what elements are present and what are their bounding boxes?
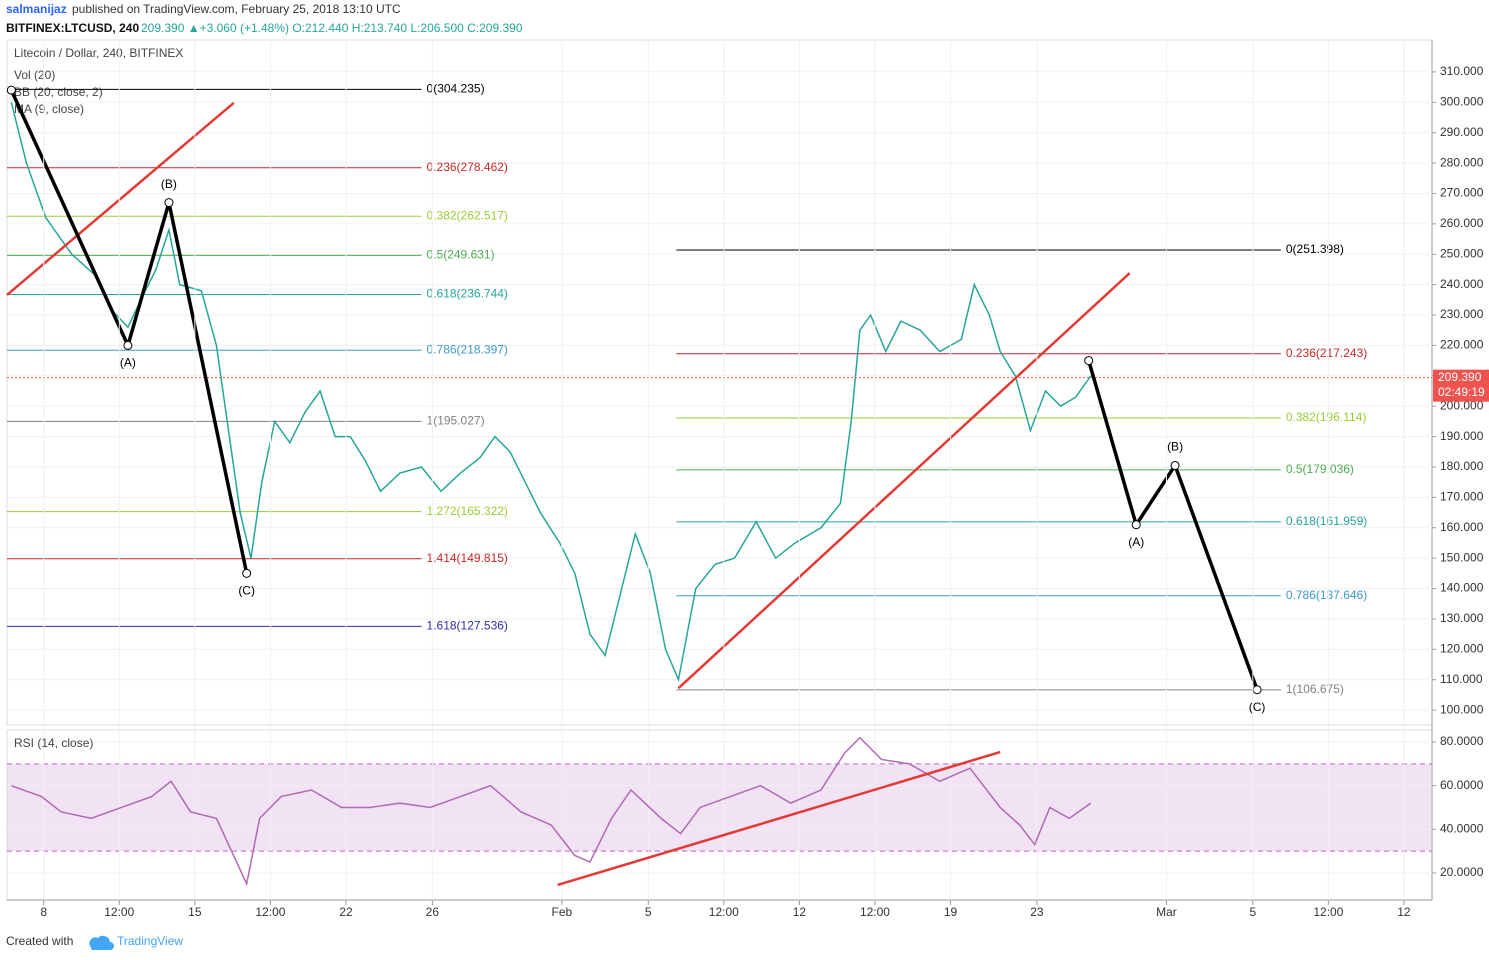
y-tick-label: 300.000 — [1440, 94, 1484, 108]
wave-point — [123, 340, 133, 350]
wave-point — [1084, 356, 1094, 366]
footer-logo — [89, 935, 114, 950]
y-tick-label: 160.000 — [1440, 520, 1484, 534]
quote: 209.390 ▲+3.060 (+1.48%) O:212.440 H:213… — [141, 21, 523, 35]
fib-label: 1.414(149.815) — [427, 551, 508, 565]
y-tick-label: 20.0000 — [1440, 865, 1484, 879]
fib-label: 0.236(278.462) — [427, 160, 508, 174]
wave-point — [242, 568, 252, 578]
x-tick-label: Feb — [552, 905, 573, 919]
indicator-label: Vol (20) — [14, 68, 55, 82]
y-tick-label: 200.000 — [1440, 398, 1484, 412]
x-tick-label: 12:00 — [104, 905, 134, 919]
x-tick-label: 5 — [1249, 905, 1256, 919]
pane-title: RSI (14, close) — [14, 736, 93, 750]
y-tick-label: 240.000 — [1440, 277, 1484, 291]
fib-label: 1(195.027) — [427, 413, 485, 427]
fib-label: 1.272(165.322) — [427, 504, 508, 518]
x-tick-label: 26 — [426, 905, 440, 919]
wave-point — [164, 198, 174, 208]
y-tick-label: 290.000 — [1440, 125, 1484, 139]
y-tick-label: 180.000 — [1440, 459, 1484, 473]
x-tick-label: 22 — [339, 905, 353, 919]
y-tick-label: 110.000 — [1440, 672, 1483, 686]
y-tick-label: 260.000 — [1440, 216, 1484, 230]
x-tick-label: 19 — [944, 905, 958, 919]
trend-line — [677, 272, 1131, 690]
y-tick-label: 60.0000 — [1440, 778, 1484, 792]
indicator-label: BB (20, close, 2) — [14, 85, 103, 99]
wave-path — [9, 89, 249, 574]
fib-label: 0.618(236.744) — [427, 287, 508, 301]
y-tick-label: 280.000 — [1440, 155, 1484, 169]
y-tick-label: 270.000 — [1440, 186, 1484, 200]
fib-label: 0.618(161.959) — [1286, 514, 1367, 528]
wave-point — [1252, 685, 1262, 695]
wave-path — [1087, 360, 1259, 691]
fib-label: 0(304.235) — [427, 82, 485, 96]
series-line — [10, 102, 1092, 683]
x-tick-label: Mar — [1156, 905, 1177, 919]
footer-brand[interactable]: TradingView — [117, 934, 183, 948]
wave-label: (A) — [1128, 535, 1144, 549]
y-tick-label: 80.0000 — [1440, 734, 1484, 748]
fib-label: 0.382(262.517) — [427, 208, 508, 222]
wave-label: (B) — [1167, 440, 1183, 454]
y-tick-label: 250.000 — [1440, 246, 1484, 260]
publisher[interactable]: salmanijaz — [6, 2, 67, 16]
wave-point — [6, 85, 16, 95]
fib-label: 0.236(217.243) — [1286, 346, 1367, 360]
x-tick-label: 5 — [645, 905, 652, 919]
wave-label: (C) — [1249, 700, 1266, 714]
countdown: 02:49:19 — [1438, 385, 1485, 399]
pane-title: Litecoin / Dollar, 240, BITFINEX — [14, 46, 183, 60]
x-tick-label: 23 — [1030, 905, 1044, 919]
y-tick-label: 310.000 — [1440, 64, 1484, 78]
fib-label: 0.5(249.631) — [427, 248, 495, 262]
trend-line — [557, 750, 1001, 887]
x-tick-label: 12:00 — [1313, 905, 1343, 919]
fib-label: 1(106.675) — [1286, 682, 1344, 696]
wave-point — [1170, 460, 1180, 470]
x-tick-label: 8 — [40, 905, 47, 919]
last-price-tag — [1433, 369, 1489, 402]
rsi-band — [7, 763, 1432, 852]
y-tick-label: 230.000 — [1440, 307, 1484, 321]
y-tick-label: 100.000 — [1440, 702, 1484, 716]
wave-label: (B) — [161, 177, 177, 191]
wave-label: (C) — [238, 584, 255, 598]
fib-label: 1.618(127.536) — [427, 619, 508, 633]
trend-line — [6, 101, 235, 296]
wave-point — [1131, 520, 1141, 530]
fib-label: 0.786(218.397) — [427, 342, 508, 356]
x-tick-label: 12:00 — [255, 905, 285, 919]
published: published on TradingView.com, February 2… — [72, 2, 401, 16]
x-tick-label: 12:00 — [709, 905, 739, 919]
y-tick-label: 220.000 — [1440, 338, 1484, 352]
y-tick-label: 140.000 — [1440, 581, 1484, 595]
y-tick-label: 40.0000 — [1440, 821, 1484, 835]
x-tick-label: 12 — [1397, 905, 1411, 919]
last-price-label: 209.390 — [1438, 370, 1482, 384]
fib-label: 0.786(137.646) — [1286, 588, 1367, 602]
fib-label: 0(251.398) — [1286, 242, 1344, 256]
footer-created: Created with — [6, 934, 73, 948]
indicator-label: MA (9, close) — [14, 102, 84, 116]
y-tick-label: 150.000 — [1440, 550, 1484, 564]
y-tick-label: 130.000 — [1440, 611, 1484, 625]
series-line — [11, 736, 1092, 887]
y-tick-label: 170.000 — [1440, 490, 1484, 504]
wave-label: (A) — [120, 356, 136, 370]
fib-label: 0.382(196.114) — [1286, 410, 1367, 424]
x-tick-label: 15 — [188, 905, 202, 919]
x-tick-label: 12:00 — [860, 905, 890, 919]
x-tick-label: 12 — [793, 905, 807, 919]
y-tick-label: 120.000 — [1440, 641, 1484, 655]
symbol: BITFINEX:LTCUSD, 240 — [6, 21, 139, 35]
fib-label: 0.5(179.036) — [1286, 462, 1354, 476]
y-tick-label: 190.000 — [1440, 429, 1484, 443]
